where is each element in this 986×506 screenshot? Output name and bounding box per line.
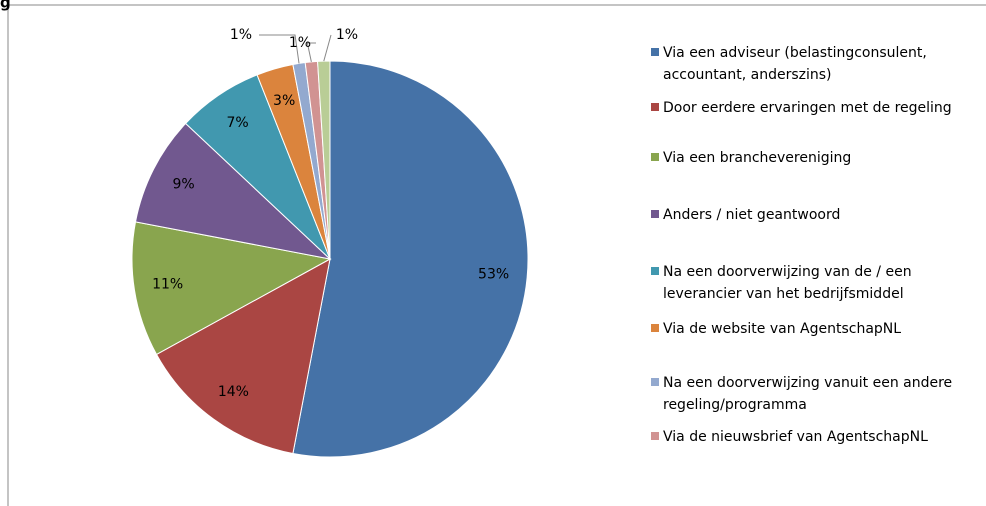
data-label: 7% [227,115,249,131]
data-label: 9% [172,176,194,192]
leader-line [259,34,300,64]
chart-title: g [0,0,11,12]
leader-line [306,42,316,62]
pie-slice [317,60,331,260]
pie-slice [155,258,331,455]
pie-slice [131,221,332,356]
data-label: 11% [152,277,183,293]
data-label: 14% [218,384,249,400]
data-label: 3% [273,93,295,109]
data-label: 53% [478,266,509,282]
data-label: 1% [336,27,358,43]
data-label: 1% [230,27,252,43]
pie-slice [134,122,332,260]
leader-line [323,34,332,62]
data-label: 1% [289,35,311,51]
pie-slice [292,60,529,458]
